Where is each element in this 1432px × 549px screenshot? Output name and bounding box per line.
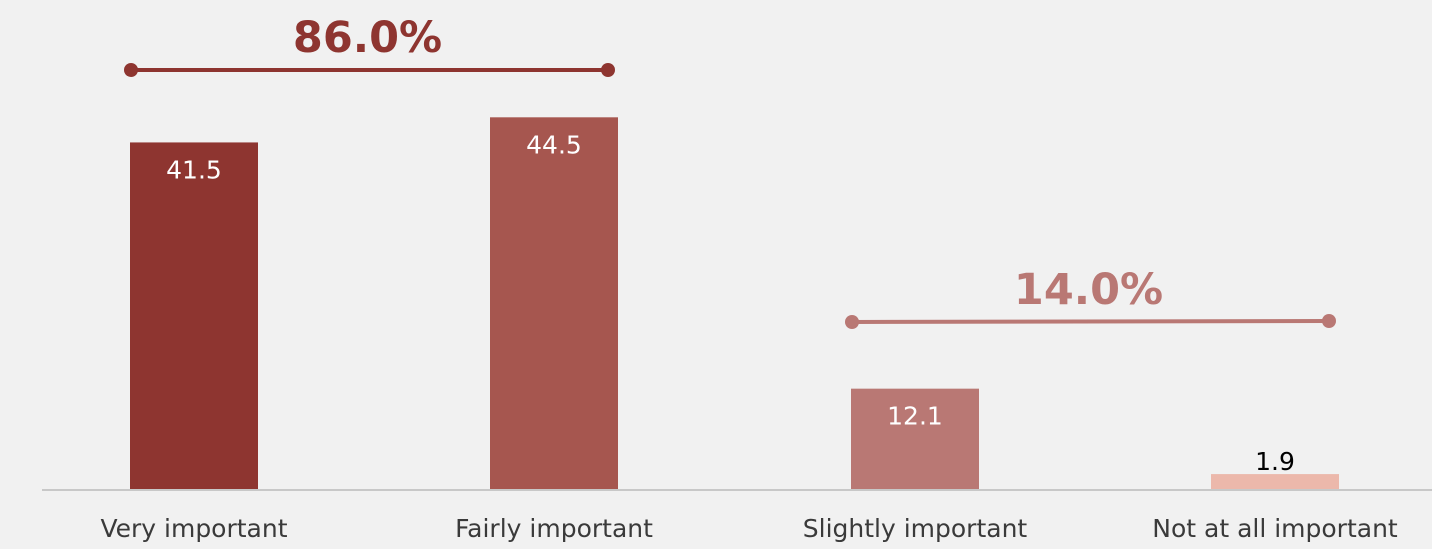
- group-bracket-line: [851, 319, 1330, 324]
- category-label: Fairly important: [455, 514, 653, 543]
- value-labels-layer: 41.5 44.5 12.1 1.9: [166, 130, 1295, 476]
- category-labels-layer: Very important Fairly important Slightly i…: [100, 514, 1397, 543]
- bars-layer: [130, 117, 1339, 490]
- bar-3: [851, 388, 979, 490]
- category-label: Not at all important: [1152, 514, 1398, 543]
- bar-1: [130, 142, 258, 490]
- bar-value-label: 1.9: [1255, 447, 1295, 476]
- group-total-label: 14.0%: [1014, 265, 1163, 315]
- category-label: Very important: [100, 514, 287, 543]
- bar-value-label: 41.5: [166, 155, 222, 184]
- group-bracket-endpoint: [845, 315, 859, 329]
- bar-value-label: 12.1: [887, 402, 943, 431]
- category-label: Slightly important: [803, 514, 1028, 543]
- group-total-label: 86.0%: [293, 13, 442, 63]
- group-bracket-endpoint: [124, 63, 138, 77]
- bar-4: [1211, 474, 1339, 490]
- bar-2: [490, 117, 618, 490]
- group-bracket-endpoint: [601, 63, 615, 77]
- group-brackets-layer: 86.0% 14.0%: [124, 13, 1336, 329]
- group-bracket-endpoint: [1322, 314, 1336, 328]
- bar-value-label: 44.5: [526, 130, 582, 159]
